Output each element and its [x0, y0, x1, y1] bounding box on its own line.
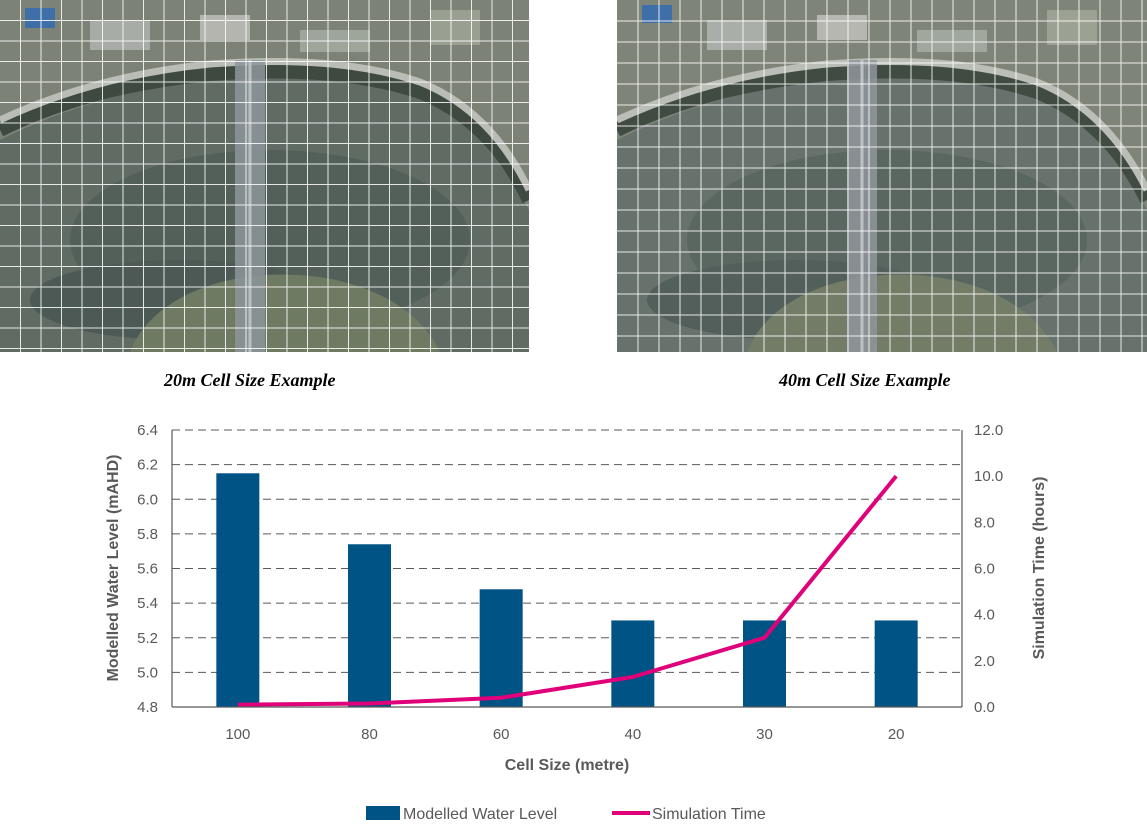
y-tick-left: 6.4: [137, 422, 158, 439]
y-ticks-right: 0.0 2.0 4.0 6.0 8.0 10.0 12.0: [974, 422, 1003, 716]
y-tick-left: 6.2: [137, 457, 158, 474]
y-tick-left: 5.8: [137, 526, 158, 543]
x-tick: 20: [888, 726, 905, 743]
bar-30: [743, 620, 786, 707]
y-tick-right: 8.0: [974, 514, 995, 531]
aerial-photo-40m: [617, 0, 1147, 352]
y-tick-left: 5.2: [137, 630, 158, 647]
aerial-image-40m: [617, 0, 1147, 352]
bar-series: [216, 473, 918, 707]
legend-label-bar: Modelled Water Level: [403, 806, 557, 823]
y-tick-left: 5.4: [137, 595, 158, 612]
bar-60: [479, 589, 523, 707]
x-tick: 100: [225, 726, 250, 743]
x-tick: 40: [624, 726, 641, 743]
x-axis-title: Cell Size (metre): [505, 757, 629, 774]
y-tick-right: 4.0: [974, 607, 995, 624]
cell-size-chart: 4.8 5.0 5.2 5.4 5.6 5.8 6.0 6.2 6.4 0.0 2.0 4.0 6.0…: [105, 422, 1048, 823]
x-tick: 60: [493, 726, 510, 743]
y-tick-right: 2.0: [974, 653, 995, 670]
simulation-time-line: [237, 474, 898, 707]
bar-20: [874, 620, 918, 707]
bar-80: [348, 544, 391, 707]
caption-40m: 40m Cell Size Example: [779, 370, 951, 390]
y-ticks-left: 4.8 5.0 5.2 5.4 5.6 5.8 6.0 6.2 6.4: [137, 422, 158, 716]
y-tick-right: 6.0: [974, 561, 995, 578]
line-series: [237, 474, 898, 707]
y-tick-left: 5.0: [137, 664, 158, 681]
axes: [171, 430, 963, 708]
x-tick: 30: [756, 726, 773, 743]
y-tick-left: 4.8: [137, 699, 158, 716]
y-axis-title-right: Simulation Time (hours): [1031, 477, 1048, 660]
y-tick-left: 6.0: [137, 491, 158, 508]
aerial-photo-20m: [0, 0, 529, 352]
aerial-image-20m: [0, 0, 529, 352]
legend: Modelled Water Level Simulation Time: [366, 806, 766, 823]
bar-100: [216, 473, 260, 707]
x-tick: 80: [361, 726, 378, 743]
y-axis-title-left: Modelled Water Level (mAHD): [105, 455, 122, 682]
y-tick-right: 0.0: [974, 699, 995, 716]
legend-label-line: Simulation Time: [652, 806, 766, 823]
caption-20m: 20m Cell Size Example: [164, 370, 336, 390]
y-tick-right: 10.0: [974, 468, 1003, 485]
x-ticks: 100 80 60 40 30 20: [225, 726, 904, 743]
legend-swatch-bar: [366, 806, 400, 820]
bar-40: [611, 620, 655, 707]
y-tick-right: 12.0: [974, 422, 1003, 439]
y-tick-left: 5.6: [137, 561, 158, 578]
gridlines: [172, 429, 962, 673]
